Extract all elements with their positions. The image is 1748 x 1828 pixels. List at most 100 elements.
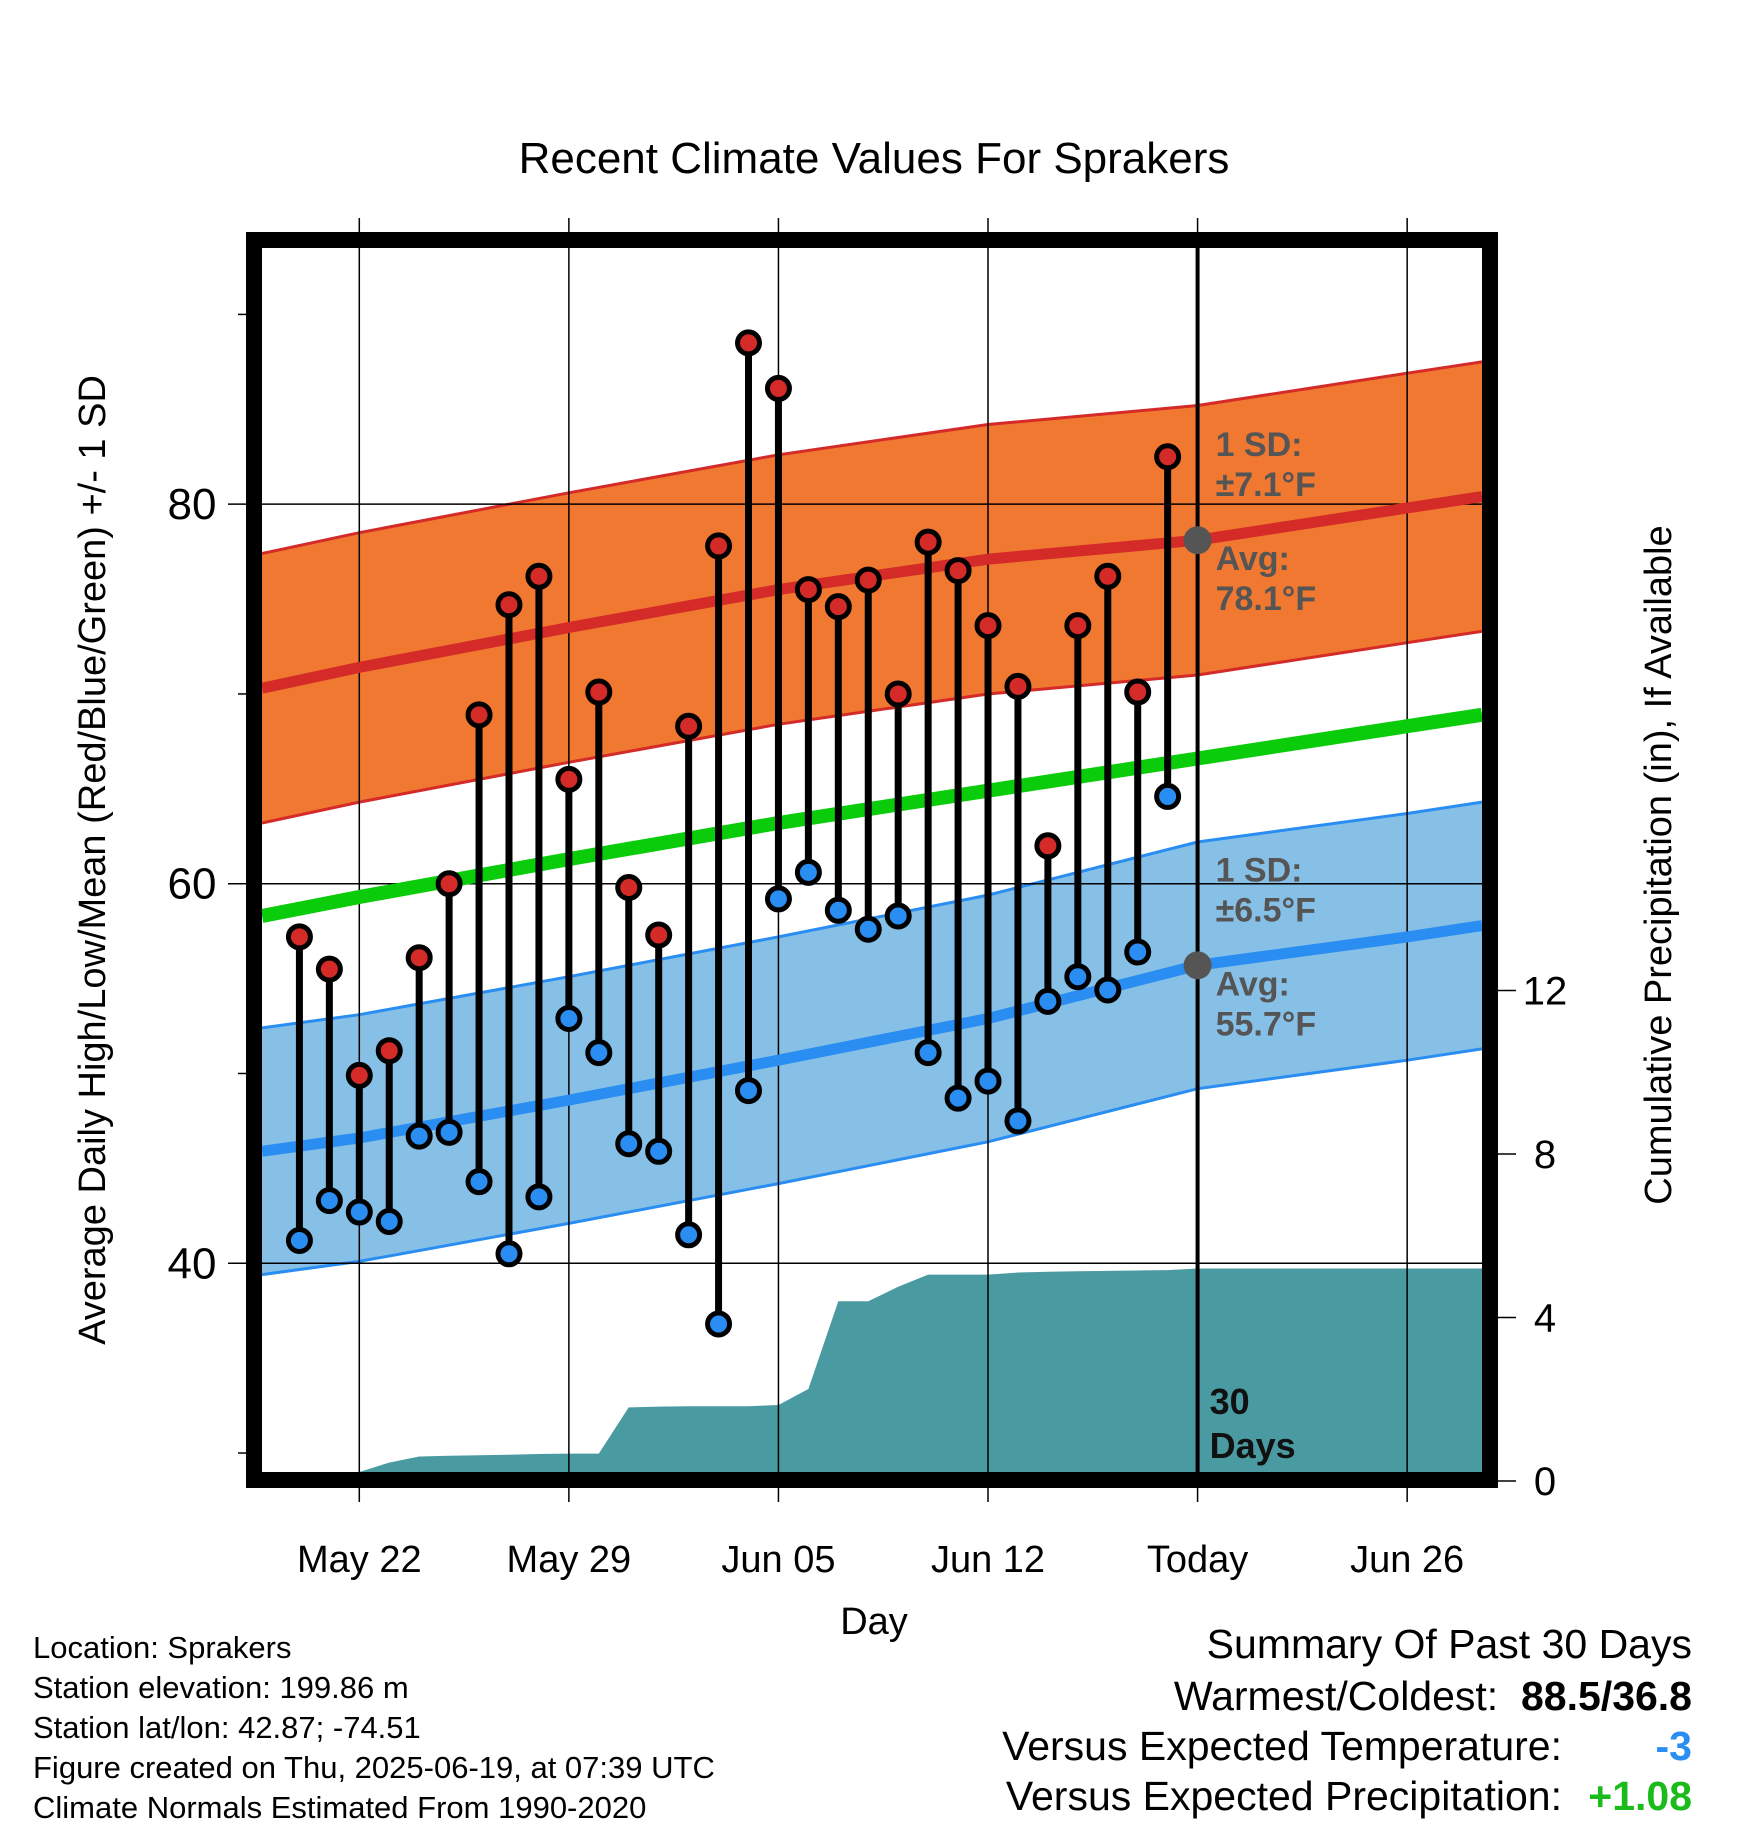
y-tick-label-right: 0: [1534, 1460, 1556, 1504]
daily-high-point: [1154, 443, 1182, 471]
x-tick-label: Today: [1147, 1539, 1248, 1581]
avg-low-line: [262, 920, 1482, 1157]
daily-high-point: [315, 955, 343, 983]
warm-cold-value: 88.5/36.8: [1521, 1673, 1692, 1719]
daily-low-point: [1064, 963, 1092, 991]
daily-low-point: [345, 1198, 373, 1226]
daily-high-point: [615, 874, 643, 902]
low-band-lower-edge: [262, 1047, 1482, 1277]
daily-low-point: [854, 915, 882, 943]
daily-high-point: [675, 712, 703, 740]
low-sd-label: 1 SD:: [1216, 851, 1303, 889]
daily-low-point: [705, 1310, 733, 1338]
daily-high-point: [585, 678, 613, 706]
summary-title: Summary Of Past 30 Days: [1206, 1621, 1692, 1667]
daily-high-point: [1004, 672, 1032, 700]
daily-high-point: [794, 576, 822, 604]
x-tick-label: May 22: [297, 1539, 422, 1581]
y-tick-label-left: 80: [168, 480, 217, 529]
low-avg-label: Avg:: [1216, 965, 1290, 1003]
daily-high-point: [854, 566, 882, 594]
summary-warm-cold: Warmest/Coldest: 88.5/36.8: [1174, 1676, 1692, 1717]
normals-text: Climate Normals Estimated From 1990-2020: [33, 1790, 647, 1825]
x-tick-label: Jun 05: [721, 1539, 835, 1581]
x-tick-label: May 29: [507, 1539, 632, 1581]
daily-high-point: [1034, 832, 1062, 860]
high-sd-value: ±7.1°F: [1216, 466, 1316, 504]
avg-mean-line: [262, 707, 1482, 923]
daily-high-point: [525, 562, 553, 590]
daily-low-point: [794, 858, 822, 886]
precip-label: Versus Expected Precipitation:: [1005, 1773, 1562, 1819]
precip-value: +1.08: [1588, 1773, 1692, 1819]
elevation-text: Station elevation: 199.86 m: [33, 1670, 409, 1705]
daily-high-point: [1064, 612, 1092, 640]
high-avg-label: Avg:: [1216, 540, 1290, 578]
daily-high-point: [1124, 678, 1152, 706]
low-band-upper-edge: [262, 800, 1482, 1030]
daily-low-point: [615, 1130, 643, 1158]
low-avg-value: 55.7°F: [1216, 1005, 1317, 1043]
precip-area: [262, 1268, 1482, 1472]
daily-low-point: [824, 896, 852, 924]
daily-high-point: [824, 593, 852, 621]
daily-high-point: [285, 923, 313, 951]
daily-low-point: [435, 1118, 463, 1146]
y-tick-label-left: 40: [168, 1239, 217, 1288]
daily-low-point: [675, 1221, 703, 1249]
daily-high-point: [914, 528, 942, 556]
y-tick-label-right: 8: [1534, 1133, 1556, 1177]
temp-label: Versus Expected Temperature:: [1002, 1723, 1562, 1769]
daily-low-point: [764, 885, 792, 913]
high-band-upper-edge: [262, 360, 1482, 555]
high-avg-value: 78.1°F: [1216, 580, 1317, 618]
daily-low-point: [405, 1122, 433, 1150]
today-label-line2: Days: [1210, 1425, 1296, 1466]
x-axis-label: Day: [840, 1601, 908, 1643]
daily-high-point: [735, 329, 763, 357]
daily-low-point: [555, 1004, 583, 1032]
daily-low-point: [285, 1226, 313, 1254]
daily-high-point: [555, 765, 583, 793]
today-avg-high-marker: [1183, 526, 1212, 555]
daily-low-point: [735, 1077, 763, 1105]
daily-low-point: [974, 1067, 1002, 1095]
y-axis-label-left: Average Daily High/Low/Mean (Red/Blue/Gr…: [72, 375, 114, 1345]
daily-high-point: [435, 870, 463, 898]
plot-interior: [262, 248, 1482, 1472]
latlon-text: Station lat/lon: 42.87; -74.51: [33, 1710, 421, 1745]
avg-high-line: [262, 491, 1482, 694]
warm-cold-label: Warmest/Coldest:: [1173, 1673, 1499, 1719]
daily-low-point: [495, 1240, 523, 1268]
daily-low-point: [645, 1137, 673, 1165]
daily-low-point: [1004, 1107, 1032, 1135]
daily-low-point: [585, 1039, 613, 1067]
today-avg-low-marker: [1183, 951, 1212, 980]
daily-high-point: [705, 532, 733, 560]
daily-low-point: [375, 1208, 403, 1236]
daily-low-point: [315, 1187, 343, 1215]
daily-high-point: [884, 680, 912, 708]
daily-high-point: [345, 1061, 373, 1089]
high-band-lower-edge: [262, 629, 1482, 825]
daily-low-point: [1124, 938, 1152, 966]
y-axis-label-right: Cumulative Precipitation (in), If Availa…: [1638, 525, 1680, 1204]
created-text: Figure created on Thu, 2025-06-19, at 07…: [33, 1750, 715, 1785]
daily-low-point: [1034, 987, 1062, 1015]
daily-high-point: [645, 921, 673, 949]
daily-low-point: [884, 902, 912, 930]
temp-value: -3: [1655, 1723, 1692, 1769]
y-tick-label-right: 12: [1523, 970, 1568, 1014]
y-tick-label-right: 4: [1534, 1297, 1556, 1341]
summary-temp: Versus Expected Temperature: -3: [1002, 1726, 1692, 1767]
summary-precip: Versus Expected Precipitation: +1.08: [1006, 1776, 1692, 1817]
low-sd-value: ±6.5°F: [1216, 891, 1316, 929]
daily-high-point: [465, 701, 493, 729]
chart-title: Recent Climate Values For Sprakers: [519, 134, 1230, 183]
daily-low-point: [525, 1183, 553, 1211]
high-sd-label: 1 SD:: [1216, 426, 1303, 464]
daily-high-point: [375, 1037, 403, 1065]
daily-low-point: [1094, 976, 1122, 1004]
daily-low-point: [465, 1168, 493, 1196]
